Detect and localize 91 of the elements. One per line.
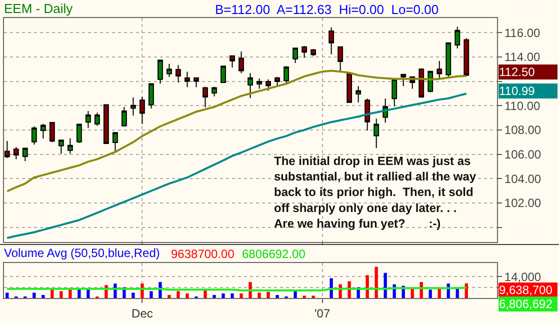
candlestick bbox=[148, 83, 154, 109]
candlestick bbox=[104, 104, 109, 144]
candlestick bbox=[310, 48, 316, 57]
text: 9638700.00 bbox=[171, 247, 235, 261]
candlestick bbox=[338, 46, 344, 73]
candlestick bbox=[202, 86, 208, 108]
candlestick bbox=[302, 46, 308, 58]
candlestick bbox=[230, 55, 235, 68]
candlestick bbox=[356, 86, 362, 103]
y-tick-label: 116.00 bbox=[504, 26, 541, 40]
candlestick bbox=[158, 60, 163, 84]
candlestick bbox=[212, 86, 217, 97]
candlestick bbox=[374, 118, 380, 149]
candlestick bbox=[428, 70, 434, 93]
candlestick bbox=[248, 72, 253, 98]
y-tick-label: 102.00 bbox=[504, 196, 542, 210]
bar bbox=[6, 292, 9, 298]
y-tick-label: 106.00 bbox=[504, 148, 542, 162]
candlestick bbox=[292, 48, 298, 64]
bar bbox=[212, 294, 216, 298]
bar bbox=[168, 294, 171, 298]
bar bbox=[276, 294, 279, 298]
bar bbox=[456, 288, 459, 298]
candlestick bbox=[184, 71, 190, 88]
bar bbox=[86, 290, 90, 298]
candlestick bbox=[4, 140, 10, 158]
candlestick bbox=[122, 106, 127, 126]
candlestick bbox=[85, 110, 91, 129]
candlestick bbox=[266, 78, 271, 92]
chart-title: EEM - Daily bbox=[4, 1, 74, 16]
candlestick bbox=[346, 73, 352, 103]
candlestick bbox=[130, 96, 136, 116]
candlestick bbox=[112, 132, 118, 152]
bar bbox=[428, 290, 432, 298]
bar bbox=[132, 292, 135, 298]
candlestick bbox=[284, 66, 289, 84]
text: 6,806,692 bbox=[499, 297, 553, 311]
text: 112.50 bbox=[499, 65, 536, 79]
bar bbox=[222, 293, 225, 298]
candlestick bbox=[13, 146, 19, 160]
bar bbox=[32, 292, 36, 298]
candlestick bbox=[238, 50, 244, 74]
candlestick bbox=[76, 124, 82, 144]
candlestick bbox=[392, 78, 398, 107]
text: 110.99 bbox=[499, 84, 536, 98]
candlestick bbox=[328, 26, 334, 55]
candlestick bbox=[58, 140, 64, 154]
bar bbox=[42, 294, 45, 298]
y-tick-label: 104.00 bbox=[504, 172, 542, 186]
y-tick-label: 14,000 bbox=[504, 270, 542, 284]
bar bbox=[50, 290, 54, 298]
candlestick bbox=[446, 42, 452, 78]
candlestick bbox=[176, 64, 181, 84]
bar bbox=[240, 293, 243, 298]
bar bbox=[176, 291, 180, 298]
candlestick bbox=[140, 96, 145, 125]
bar bbox=[294, 291, 297, 298]
candlestick bbox=[31, 126, 37, 146]
bar bbox=[330, 278, 333, 298]
candlestick bbox=[454, 26, 460, 49]
candlestick bbox=[94, 112, 100, 126]
text: 9,638,700 bbox=[499, 283, 553, 297]
y-tick-label: 110.00 bbox=[504, 98, 541, 113]
x-tick-label: Dec bbox=[132, 306, 153, 320]
candlestick bbox=[49, 122, 55, 143]
bar bbox=[230, 293, 234, 298]
candlestick bbox=[464, 38, 470, 77]
y-tick-label: 108.00 bbox=[504, 123, 542, 138]
candlestick bbox=[400, 74, 406, 87]
candlestick bbox=[220, 66, 226, 84]
candlestick bbox=[274, 76, 280, 87]
chart-subtitle: B=112.00 A=112.63 Hi=0.00 Lo=0.00 bbox=[215, 2, 439, 17]
candlestick bbox=[364, 98, 370, 131]
bar bbox=[258, 292, 261, 298]
bar bbox=[60, 291, 63, 298]
candlestick bbox=[256, 78, 262, 90]
bar bbox=[150, 291, 153, 298]
bar bbox=[266, 292, 270, 298]
text: 6806692.00 bbox=[242, 247, 306, 261]
candlestick bbox=[194, 77, 199, 88]
candlestick bbox=[22, 148, 28, 162]
candlestick bbox=[67, 138, 73, 154]
bar bbox=[186, 293, 189, 298]
candlestick bbox=[436, 60, 442, 79]
candlestick bbox=[166, 63, 172, 78]
chart-title: Volume Avg (50,50,blue,Red) bbox=[4, 246, 160, 260]
x-tick-label: '07 bbox=[314, 306, 330, 320]
annotation: The initial drop in EEM was just as substantial, but it rallied all the way back to its prior high. Then, it sold off sharply only one day later. . . Are we having fun yet? :-) bbox=[274, 154, 476, 230]
candlestick bbox=[40, 123, 46, 140]
candlestick bbox=[418, 68, 424, 98]
y-tick-label: 114.00 bbox=[504, 50, 541, 64]
